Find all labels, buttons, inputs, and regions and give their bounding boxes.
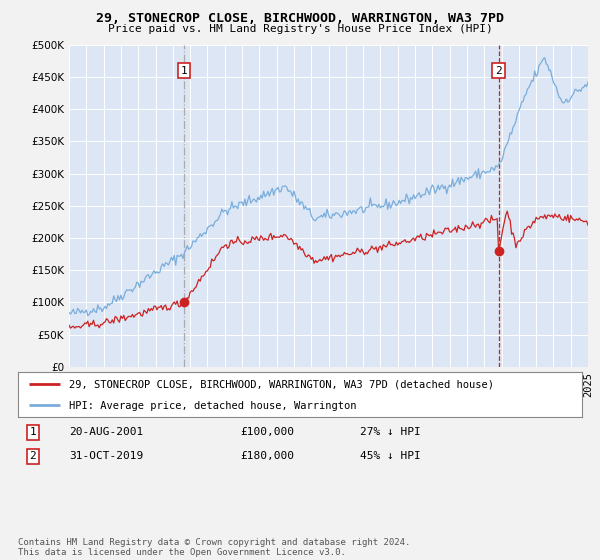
Text: 2: 2 — [29, 451, 37, 461]
Text: £100,000: £100,000 — [240, 427, 294, 437]
Text: 27% ↓ HPI: 27% ↓ HPI — [360, 427, 421, 437]
Text: 45% ↓ HPI: 45% ↓ HPI — [360, 451, 421, 461]
Text: Contains HM Land Registry data © Crown copyright and database right 2024.
This d: Contains HM Land Registry data © Crown c… — [18, 538, 410, 557]
Text: 31-OCT-2019: 31-OCT-2019 — [69, 451, 143, 461]
Text: 1: 1 — [181, 66, 187, 76]
Text: HPI: Average price, detached house, Warrington: HPI: Average price, detached house, Warr… — [69, 400, 356, 410]
Text: 20-AUG-2001: 20-AUG-2001 — [69, 427, 143, 437]
Text: 1: 1 — [29, 427, 37, 437]
Text: £180,000: £180,000 — [240, 451, 294, 461]
Text: 29, STONECROP CLOSE, BIRCHWOOD, WARRINGTON, WA3 7PD: 29, STONECROP CLOSE, BIRCHWOOD, WARRINGT… — [96, 12, 504, 25]
Text: Price paid vs. HM Land Registry's House Price Index (HPI): Price paid vs. HM Land Registry's House … — [107, 24, 493, 34]
Text: 29, STONECROP CLOSE, BIRCHWOOD, WARRINGTON, WA3 7PD (detached house): 29, STONECROP CLOSE, BIRCHWOOD, WARRINGT… — [69, 380, 494, 390]
Text: 2: 2 — [495, 66, 502, 76]
